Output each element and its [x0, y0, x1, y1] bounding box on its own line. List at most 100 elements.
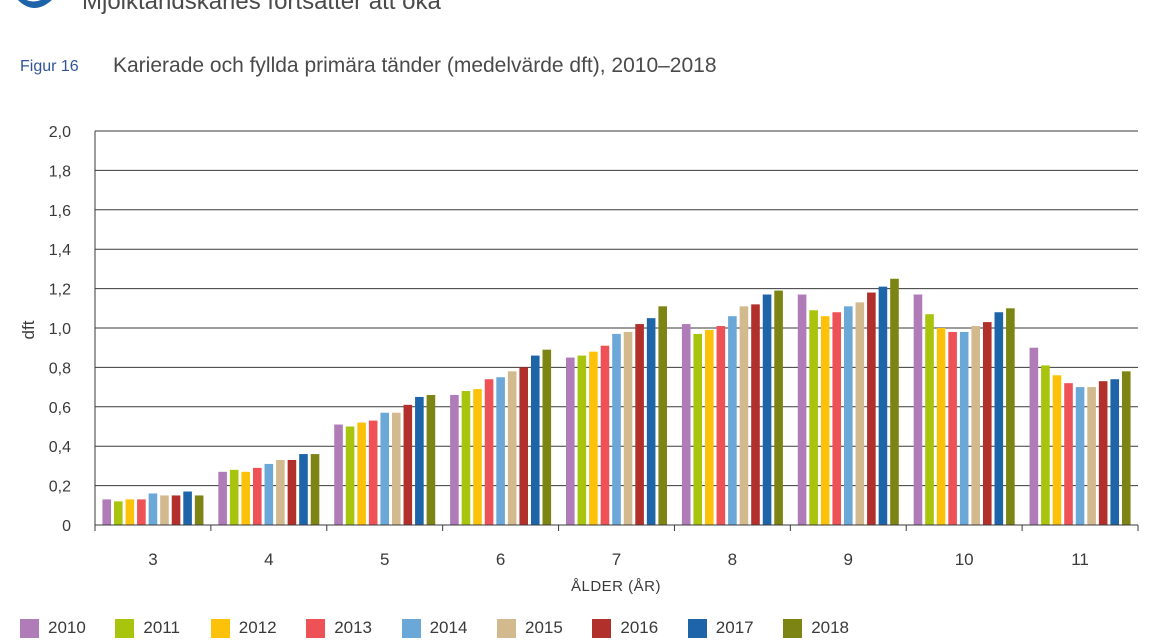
- bar-2017-age-10: [994, 312, 1004, 525]
- bar-2011-age-5: [345, 426, 355, 525]
- bar-2017-age-6: [530, 355, 540, 525]
- axes: [94, 131, 1139, 531]
- bar-2010-age-6: [450, 394, 459, 525]
- bar-2016-age-8: [751, 304, 760, 525]
- bar-2013-age-11: [1064, 383, 1073, 525]
- bar-2015-age-10: [971, 326, 981, 525]
- bar-2013-age-7: [600, 345, 610, 525]
- bar-2015-age-4: [276, 459, 285, 525]
- x-axis-label: ÅLDER (ÅR): [571, 578, 661, 595]
- bar-2017-age-7: [646, 318, 656, 525]
- bar-2011-age-10: [925, 314, 934, 525]
- legend-item-2014: 2014: [401, 617, 467, 639]
- legend-swatch: [115, 618, 135, 638]
- bar-2015-age-11: [1087, 387, 1096, 525]
- legend-label: 2015: [525, 618, 563, 637]
- bar-2015-age-7: [623, 331, 633, 525]
- bar-2012-age-10: [936, 328, 946, 525]
- y-tick-label: 1,8: [49, 163, 71, 180]
- bar-2010-age-11: [1029, 347, 1039, 525]
- bar-2013-age-4: [252, 467, 262, 525]
- y-tick-label: 1,4: [49, 242, 71, 259]
- y-tick-label: 0: [62, 518, 71, 535]
- bar-2013-age-10: [948, 331, 957, 525]
- y-axis-label: dft: [19, 320, 38, 339]
- section-header: Mjölktandskaries fortsätter att öka: [82, 0, 441, 15]
- bar-2012-age-3: [125, 499, 135, 525]
- legend-label: 2010: [48, 618, 86, 637]
- bar-2010-age-7: [566, 357, 575, 525]
- legend-label: 2016: [620, 618, 659, 637]
- bar-2013-age-8: [716, 326, 726, 525]
- bar-2011-age-3: [113, 501, 123, 525]
- bar-2016-age-5: [403, 404, 413, 525]
- bar-2018-age-5: [426, 394, 436, 525]
- bar-2018-age-9: [890, 278, 899, 525]
- legend-swatch: [210, 618, 230, 638]
- legend-label: 2018: [811, 618, 850, 637]
- bar-2015-age-5: [391, 412, 401, 525]
- bar-2010-age-8: [681, 324, 691, 525]
- bar-2018-age-7: [658, 306, 667, 525]
- bar-2013-age-6: [484, 379, 494, 525]
- bar-2012-age-4: [241, 471, 251, 525]
- legend-swatch: [783, 618, 803, 638]
- legend-swatch: [401, 618, 421, 638]
- bar-2016-age-11: [1098, 381, 1108, 525]
- legend-label: 2017: [715, 618, 754, 637]
- bar-2018-age-11: [1121, 371, 1131, 525]
- y-tick-label: 0,6: [49, 400, 71, 417]
- bar-2016-age-4: [287, 459, 297, 525]
- bar-2017-age-9: [878, 286, 888, 525]
- bar-2011-age-6: [461, 391, 471, 525]
- bar-2016-age-10: [982, 322, 992, 525]
- bar-2014-age-4: [264, 463, 274, 525]
- y-tick-label: 1,2: [49, 282, 71, 299]
- legend-item-2012: 2012: [210, 617, 277, 639]
- bar-2011-age-4: [229, 469, 239, 525]
- bar-2014-age-11: [1075, 387, 1085, 525]
- bar-2010-age-9: [797, 294, 807, 525]
- y-tick-label: 0,4: [49, 439, 71, 456]
- y-tick-label: 0,8: [49, 360, 71, 377]
- figure-label: Figur 16: [20, 58, 79, 75]
- bar-2012-age-11: [1052, 375, 1062, 525]
- legend-swatch: [592, 618, 612, 638]
- x-tick-label: 7: [612, 550, 621, 569]
- bar-2013-age-3: [137, 499, 146, 525]
- bar-2014-age-8: [728, 316, 737, 525]
- bar-2016-age-9: [867, 292, 876, 525]
- x-tick-label: 6: [496, 550, 505, 569]
- bar-2014-age-6: [496, 377, 505, 525]
- bar-2014-age-7: [612, 333, 621, 525]
- bar-2016-age-3: [171, 495, 181, 525]
- bar-2016-age-6: [519, 367, 529, 525]
- bar-2018-age-8: [774, 290, 783, 525]
- bar-2014-age-3: [148, 493, 158, 525]
- bar-2017-age-8: [762, 294, 772, 525]
- legend-swatch: [497, 618, 516, 638]
- bar-2010-age-3: [102, 499, 112, 525]
- bar-2010-age-10: [913, 294, 923, 525]
- x-tick-label: 4: [264, 550, 273, 569]
- bar-2018-age-10: [1006, 308, 1015, 525]
- bar-2012-age-6: [473, 389, 482, 525]
- bar-2018-age-4: [310, 454, 320, 525]
- bar-2012-age-9: [820, 316, 830, 525]
- y-tick-label: 2,0: [49, 124, 71, 141]
- bar-2011-age-9: [809, 310, 818, 525]
- bar-2015-age-3: [160, 495, 169, 525]
- bars: [102, 278, 1131, 525]
- legend-label: 2011: [143, 618, 180, 637]
- bar-2017-age-5: [415, 396, 424, 525]
- x-tick-label: 10: [955, 550, 974, 569]
- bar-2010-age-4: [218, 471, 227, 525]
- bar-2012-age-8: [704, 329, 714, 525]
- bar-2015-age-8: [739, 306, 749, 525]
- bar-2011-age-7: [577, 355, 587, 525]
- legend-item-2010: 2010: [20, 617, 86, 639]
- legend-item-2016: 2016: [592, 617, 658, 639]
- x-tick-label: 8: [728, 550, 737, 569]
- legend-item-2018: 2018: [783, 617, 849, 639]
- bar-2015-age-6: [507, 371, 517, 525]
